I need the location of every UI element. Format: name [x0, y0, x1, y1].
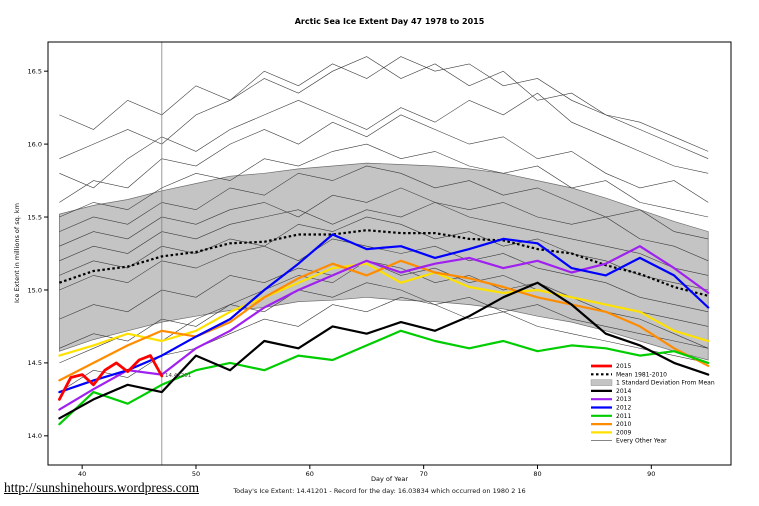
- y-tick-label: 16.0: [28, 140, 42, 148]
- legend-band-swatch: [590, 379, 613, 386]
- legend-item-2009: 2009: [591, 429, 631, 436]
- legend-label: 2015: [616, 363, 631, 370]
- legend-item-1-standard-deviation-from-mean: 1 Standard Deviation From Mean: [590, 379, 715, 387]
- series-2009: [58, 262, 710, 357]
- x-tick-label: 90: [647, 470, 655, 478]
- legend-item-2011: 2011: [591, 413, 631, 420]
- background-year-line: [59, 56, 709, 152]
- x-tick-label: 80: [533, 470, 541, 478]
- legend-label: 2011: [616, 413, 631, 420]
- y-tick-label: 16.5: [28, 67, 42, 75]
- legend-label: 2009: [616, 429, 631, 436]
- std-dev-band: [59, 162, 709, 361]
- y-tick-label: 14.0: [28, 432, 42, 440]
- x-tick-label: 50: [192, 470, 200, 478]
- y-tick-label: 14.5: [28, 359, 42, 367]
- legend-item-mean-1981-2010: Mean 1981-2010: [591, 371, 667, 378]
- background-year-line: [59, 143, 709, 218]
- legend-label: Mean 1981-2010: [616, 371, 667, 378]
- footer-caption: Today's Ice Extent: 14.41201 - Record fo…: [233, 487, 526, 495]
- legend-item-2015: 2015: [591, 363, 631, 370]
- background-year-line: [59, 165, 709, 240]
- footer-link[interactable]: http://sunshinehours.wordpress.com: [4, 480, 199, 495]
- y-tick-label: 15.0: [28, 286, 42, 294]
- background-year-line: [59, 282, 709, 349]
- x-axis-label: Day of Year: [371, 475, 408, 483]
- background-year-line: [59, 187, 709, 262]
- series-2011: [58, 329, 710, 426]
- ice-extent-annotation: 14.41201: [165, 373, 192, 379]
- mean-line: [59, 229, 709, 297]
- legend-label: 2013: [616, 396, 631, 403]
- legend-label: 2014: [616, 388, 631, 395]
- background-year-line: [59, 216, 709, 291]
- series-2012: [58, 233, 710, 394]
- background-year-line: [59, 92, 709, 189]
- series-2015: [58, 354, 164, 401]
- x-tick-label: 70: [420, 470, 428, 478]
- background-year-line: [59, 238, 709, 313]
- legend-item-every-other-year: Every Other Year: [591, 438, 667, 445]
- legend-label: 2012: [616, 405, 631, 412]
- plot-border: [47, 41, 732, 466]
- chart-title: Arctic Sea Ice Extent Day 47 1978 to 201…: [294, 17, 485, 26]
- background-year-line: [59, 56, 709, 159]
- y-tick-label: 15.5: [28, 213, 42, 221]
- legend-item-2014: 2014: [591, 388, 631, 395]
- background-year-line: [59, 202, 709, 276]
- legend-label: Every Other Year: [616, 438, 667, 445]
- background-year-line: [59, 296, 709, 393]
- legend-label: 2010: [616, 421, 631, 428]
- legend-item-2012: 2012: [591, 405, 631, 412]
- series-2010: [58, 259, 710, 382]
- legend-item-2013: 2013: [591, 396, 631, 403]
- x-tick-label: 60: [306, 470, 314, 478]
- series-2014: [58, 281, 710, 420]
- legend-label: 1 Standard Deviation From Mean: [616, 380, 715, 387]
- y-axis-label: Ice Extent in millions of sq. km: [13, 203, 21, 303]
- legend-item-2010: 2010: [591, 421, 631, 428]
- series-2013: [58, 245, 710, 411]
- x-tick-label: 40: [78, 470, 86, 478]
- background-year-line: [59, 114, 709, 203]
